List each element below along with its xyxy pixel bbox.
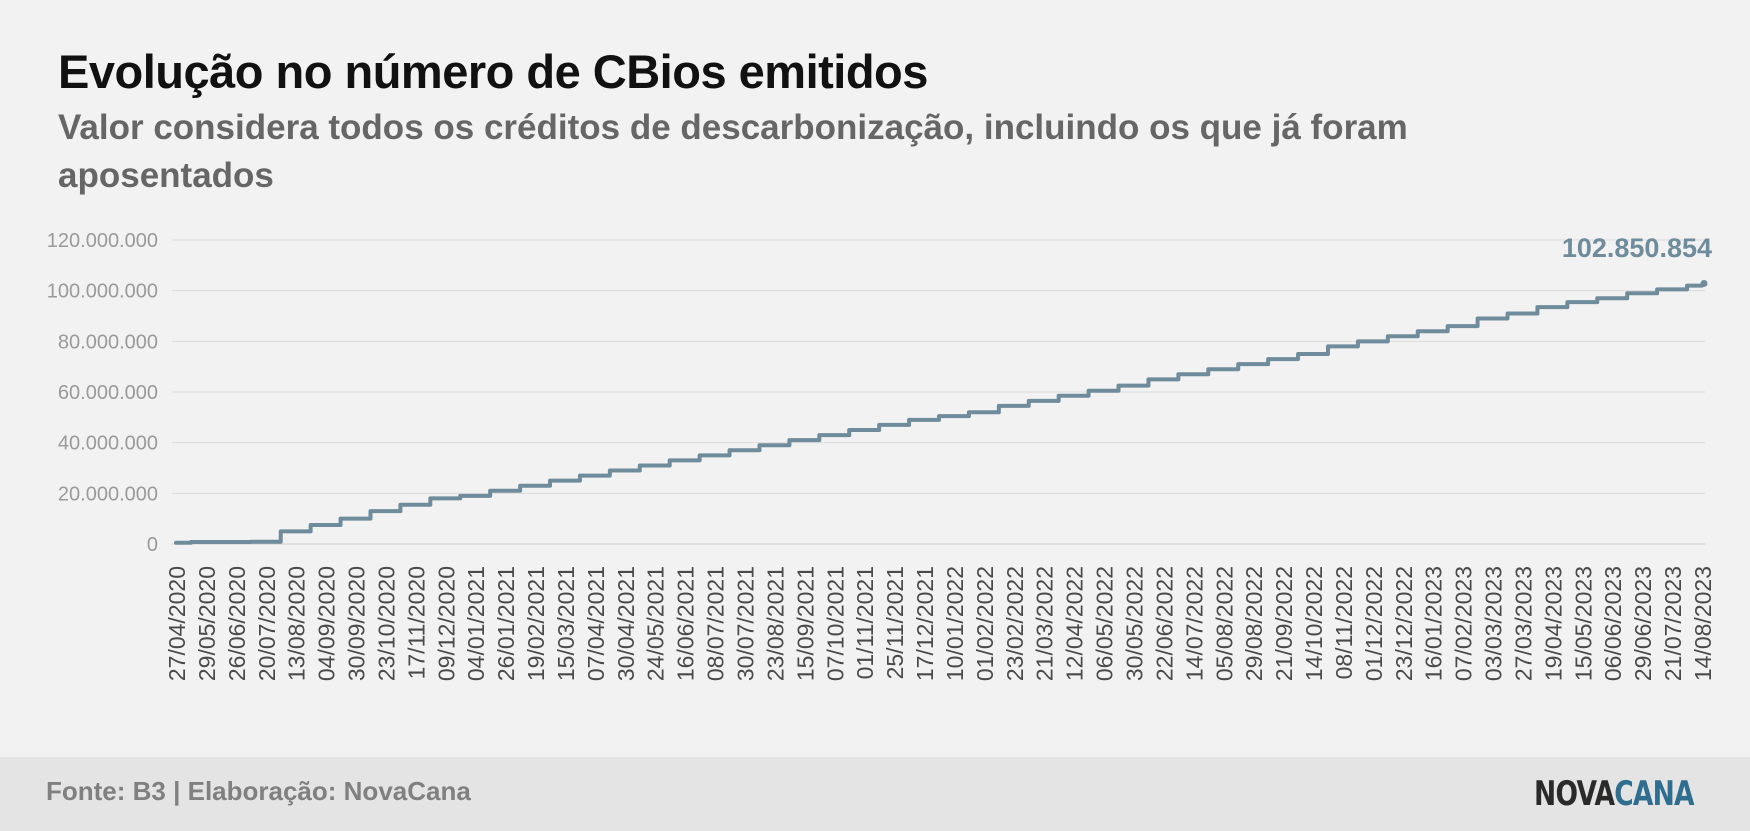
x-tick-label: 29/06/2023	[1630, 566, 1656, 681]
series-line	[174, 281, 1706, 545]
x-tick-label: 19/04/2023	[1540, 566, 1566, 681]
x-tick-label: 17/11/2020	[403, 566, 429, 679]
x-tick-label: 26/06/2020	[224, 566, 250, 681]
x-tick-label: 30/07/2021	[733, 566, 759, 681]
x-tick-label: 23/10/2020	[373, 566, 399, 681]
x-tick-label: 23/12/2022	[1391, 566, 1417, 681]
x-tick-label: 03/03/2023	[1481, 566, 1507, 681]
x-tick-label: 10/01/2022	[942, 566, 968, 681]
x-tick-label: 30/05/2022	[1121, 566, 1147, 681]
x-tick-label: 08/07/2021	[703, 566, 729, 681]
x-tick-label: 24/05/2021	[643, 566, 669, 681]
end-value-label: 102.850.854	[1562, 233, 1712, 263]
y-tick-label: 60.000.000	[58, 382, 158, 404]
x-tick-label: 15/03/2021	[553, 566, 579, 681]
x-tick-label: 22/06/2022	[1151, 566, 1177, 681]
x-tick-label: 30/04/2021	[613, 566, 639, 681]
x-tick-label: 14/07/2022	[1181, 566, 1207, 681]
x-tick-label: 15/05/2023	[1570, 566, 1596, 681]
line-chart: 0 20.000.000 40.000.000 60.000.000 80.000.00…	[47, 230, 1716, 681]
x-tick-label: 12/04/2022	[1062, 566, 1088, 681]
x-tick-label: 07/02/2023	[1451, 566, 1477, 681]
x-tick-label: 30/09/2020	[344, 566, 370, 681]
x-tick-label: 29/08/2022	[1241, 566, 1267, 681]
x-tick-label: 01/11/2021	[852, 566, 878, 679]
y-tick-label: 40.000.000	[58, 433, 158, 455]
chart-title: Evolução no número de CBios emitidos	[58, 45, 928, 98]
x-tick-label: 06/05/2022	[1092, 566, 1118, 681]
novacana-logo[interactable]: NOVACANA	[1534, 774, 1695, 814]
x-tick-label: 26/01/2021	[493, 566, 519, 681]
x-tick-label: 06/06/2023	[1600, 566, 1626, 681]
x-tick-label: 21/09/2022	[1271, 566, 1297, 681]
x-tick-label: 21/07/2023	[1660, 566, 1686, 681]
x-tick-label: 23/02/2022	[1002, 566, 1028, 681]
series-group	[174, 279, 1708, 545]
x-tick-label: 19/02/2021	[523, 566, 549, 681]
x-tick-label: 20/07/2020	[254, 566, 280, 681]
series-end-point	[1700, 279, 1708, 287]
footer-bar: Fonte: B3 | Elaboração: NovaCana NOVACAN…	[0, 757, 1750, 831]
logo-part-nova: NOVA	[1534, 774, 1615, 814]
x-tick-label: 09/12/2020	[433, 566, 459, 681]
chart-subtitle: Valor considera todos os créditos de des…	[58, 108, 1408, 195]
x-tick-label: 27/04/2020	[164, 566, 190, 681]
x-tick-label: 01/02/2022	[972, 566, 998, 681]
logo-part-cana: CANA	[1614, 774, 1694, 814]
y-tick-label: 100.000.000	[47, 281, 158, 303]
x-tick-label: 27/03/2023	[1510, 566, 1536, 681]
x-tick-label: 29/05/2020	[194, 566, 220, 681]
x-tick-label: 15/09/2021	[792, 566, 818, 681]
x-tick-label: 14/08/2023	[1690, 566, 1716, 681]
x-tick-label: 07/10/2021	[822, 566, 848, 681]
y-axis-ticks: 0 20.000.000 40.000.000 60.000.000 80.000.00…	[47, 230, 158, 556]
x-axis-ticks: 27/04/2020 29/05/2020 26/06/2020 20/07/2020…	[164, 566, 1716, 681]
data-labels: 102.850.854	[1562, 233, 1712, 263]
y-tick-label: 120.000.000	[47, 230, 158, 252]
x-tick-label: 08/11/2022	[1331, 566, 1357, 679]
x-tick-label: 16/06/2021	[673, 566, 699, 681]
x-tick-label: 25/11/2021	[882, 566, 908, 679]
gridlines	[172, 239, 1705, 545]
x-tick-label: 07/04/2021	[583, 566, 609, 681]
x-tick-label: 17/12/2021	[912, 566, 938, 681]
y-tick-label: 20.000.000	[58, 483, 158, 505]
x-tick-label: 23/08/2021	[762, 566, 788, 681]
x-tick-label: 13/08/2020	[284, 566, 310, 681]
x-tick-label: 05/08/2022	[1211, 566, 1237, 681]
x-tick-label: 14/10/2022	[1301, 566, 1327, 681]
x-tick-label: 04/01/2021	[463, 566, 489, 681]
x-tick-label: 01/12/2022	[1361, 566, 1387, 681]
y-tick-label: 80.000.000	[58, 331, 158, 353]
y-tick-label: 0	[147, 534, 158, 556]
source-note: Fonte: B3 | Elaboração: NovaCana	[46, 776, 471, 806]
x-tick-label: 16/01/2023	[1421, 566, 1447, 681]
x-tick-label: 21/03/2022	[1032, 566, 1058, 681]
x-tick-label: 04/09/2020	[314, 566, 340, 681]
